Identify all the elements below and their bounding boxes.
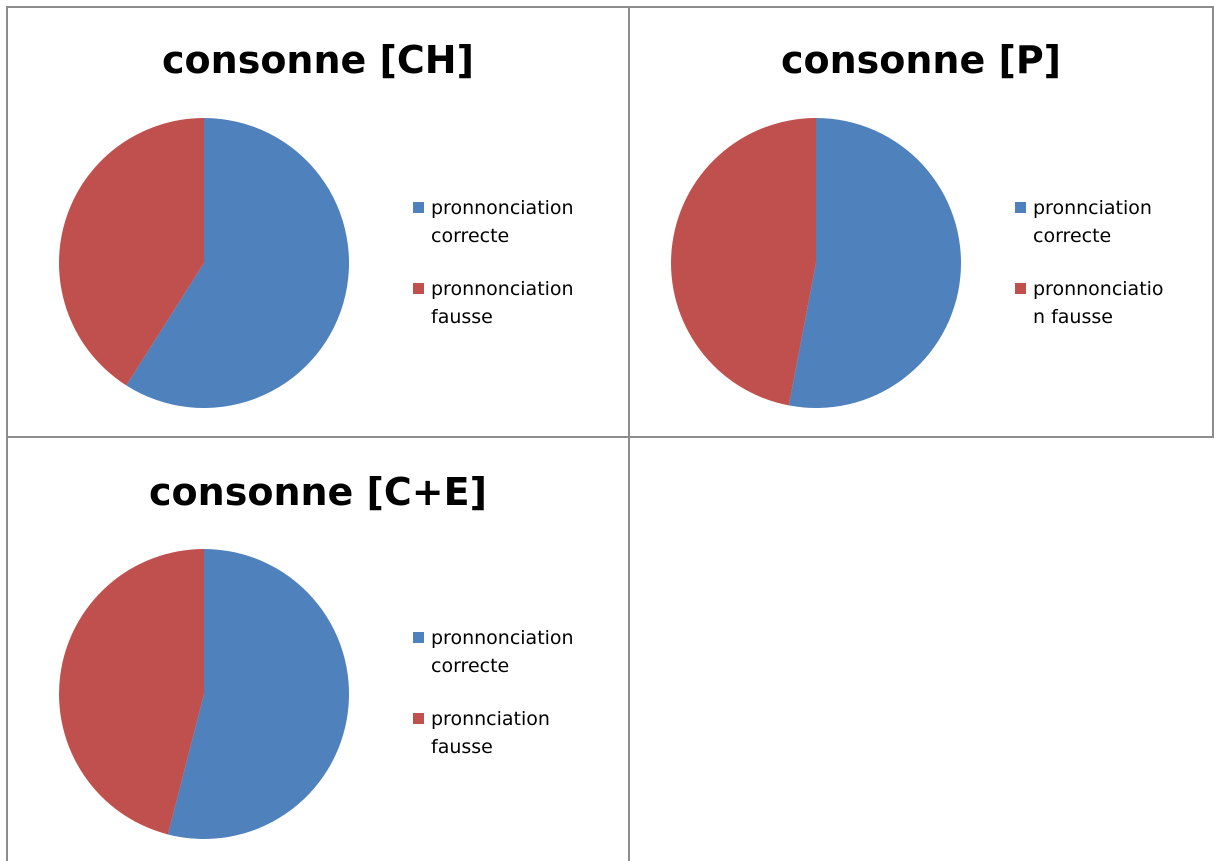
legend-label: pronnonciatio n fausse: [1033, 278, 1164, 328]
legend-swatch-correcte: [413, 632, 424, 643]
pie-slice-correcte: [167, 549, 350, 839]
table-divider-vertical: [628, 6, 630, 861]
legend-swatch-fausse: [1015, 283, 1026, 294]
pie-slice-fausse: [59, 549, 205, 835]
legend-label: pronnciation fausse: [431, 708, 550, 758]
pie-slice-correcte: [788, 118, 962, 408]
table-border-left: [6, 6, 8, 861]
chart-title: consonne [C+E]: [149, 470, 487, 514]
legend-swatch-fausse: [413, 713, 424, 724]
pie-chart-p: consonne [P] pronnciation correcte pronno…: [630, 8, 1212, 436]
legend-swatch-correcte: [413, 202, 424, 213]
pie-slice-fausse: [59, 117, 204, 386]
table-divider-horizontal: [6, 436, 1214, 438]
legend-label: pronnonciation fausse: [431, 278, 574, 328]
table-border-right: [1212, 6, 1214, 438]
pie-chart-ch: consonne [CH] pronnonciation correcte pro…: [8, 8, 628, 436]
table-border-top: [6, 6, 1214, 8]
pie-slice-fausse: [671, 118, 816, 406]
legend-swatch-correcte: [1015, 202, 1026, 213]
chart-title: consonne [CH]: [162, 38, 474, 82]
pie-plot: [59, 549, 350, 839]
chart-title: consonne [P]: [780, 38, 1062, 82]
pie-plot: [59, 117, 350, 408]
legend-label: pronnonciation correcte: [431, 197, 574, 247]
pie-plot: [671, 118, 962, 408]
legend-label: pronnciation correcte: [1033, 197, 1152, 247]
legend-label: pronnonciation correcte: [431, 627, 574, 677]
pie-slice-correcte: [126, 118, 350, 408]
legend-swatch-fausse: [413, 283, 424, 294]
pie-chart-c-e: consonne [C+E] pronnonciation correcte pr…: [8, 438, 628, 861]
